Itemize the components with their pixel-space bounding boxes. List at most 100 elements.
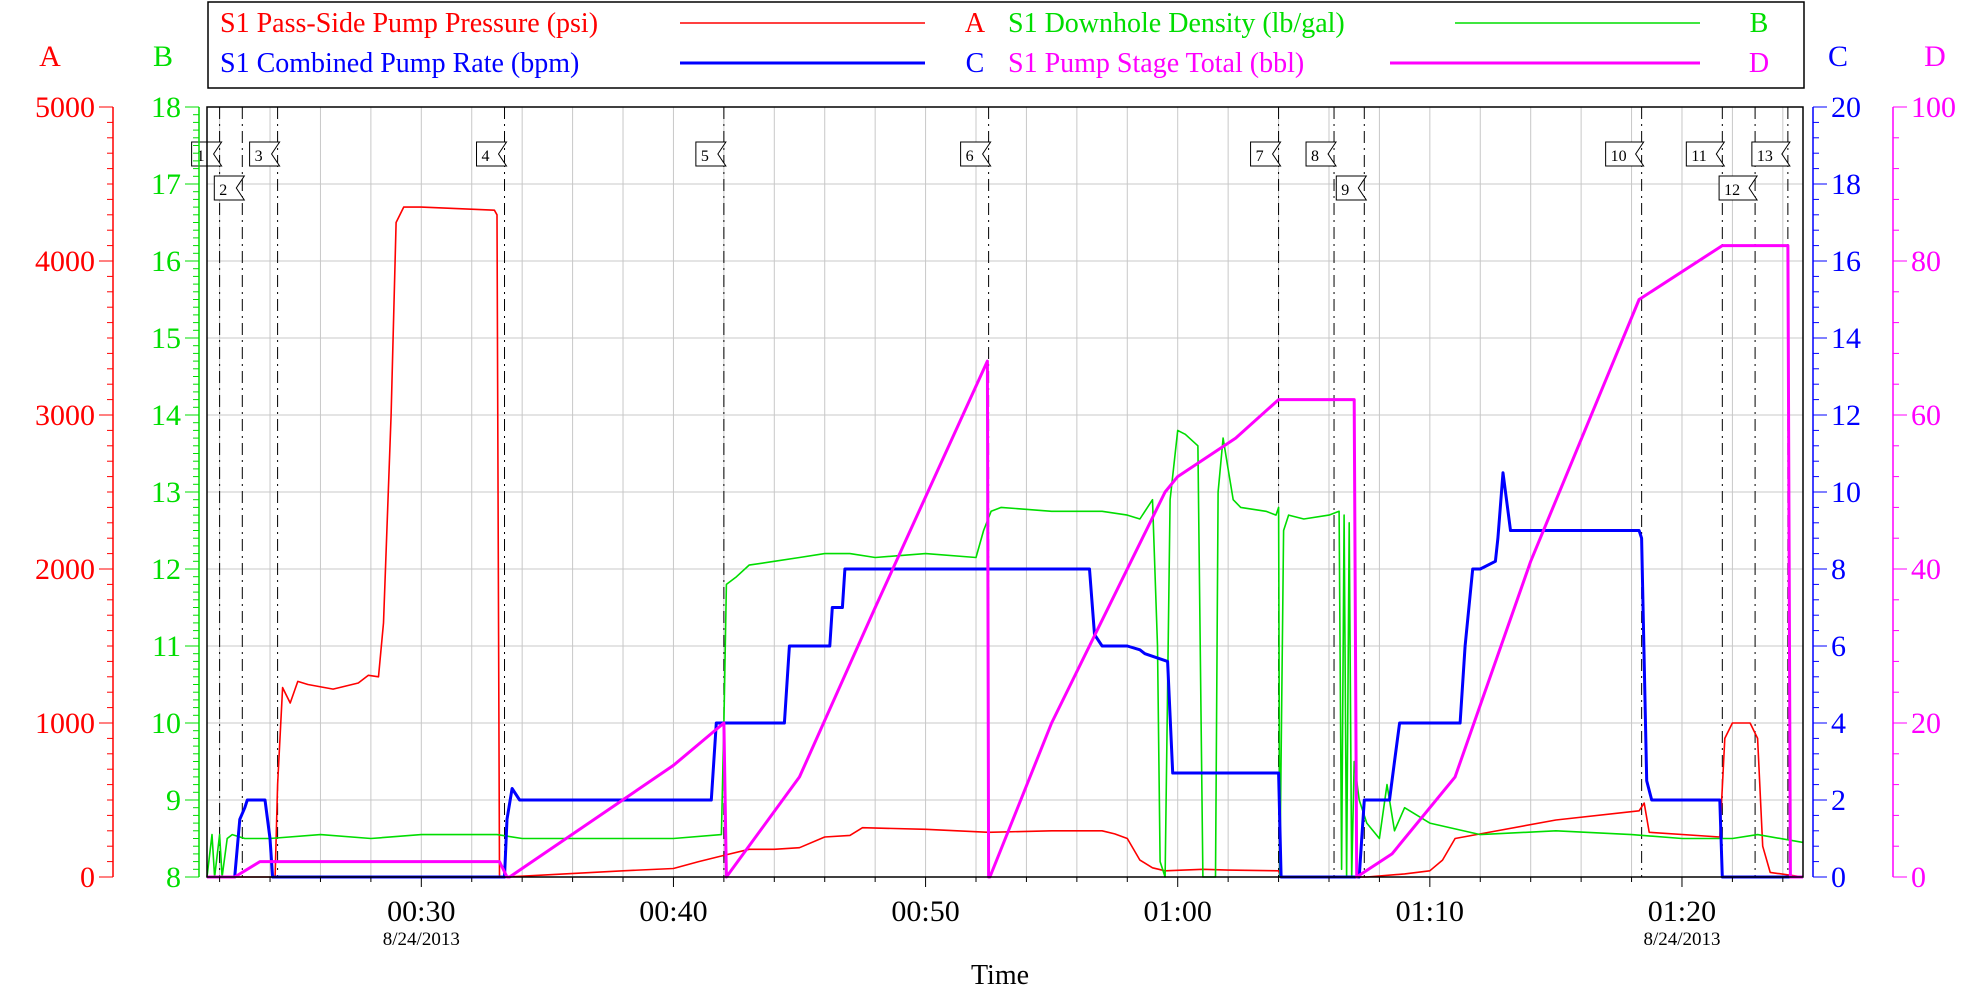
- y-tick-label: 20: [1911, 707, 1941, 740]
- y-tick-label: 12: [1831, 399, 1861, 432]
- event-marker: 2: [213, 107, 246, 877]
- series-line-pressure: [207, 206, 1804, 878]
- event-flag: [1250, 141, 1282, 167]
- y-tick-label: 80: [1911, 245, 1941, 278]
- y-tick-label: 17: [151, 168, 181, 201]
- event-label: 2: [219, 182, 227, 199]
- legend-entry: S1 Pass-Side Pump Pressure (psi) A: [220, 8, 986, 39]
- event-label: 6: [966, 148, 974, 165]
- event-marker: 7: [1250, 107, 1282, 877]
- x-tick-label: 00:40: [639, 895, 707, 928]
- plot-frame: [206, 106, 1804, 878]
- event-label: 1: [197, 148, 205, 165]
- y-tick-label: 40: [1911, 553, 1941, 586]
- y-tick-label: 4000: [35, 245, 95, 278]
- event-marker: 11: [1685, 107, 1726, 877]
- y-tick-label: 0: [1911, 861, 1926, 894]
- series-line-stage-total: [207, 244, 1803, 879]
- event-marker: 10: [1605, 107, 1645, 877]
- event-label: 8: [1311, 148, 1319, 165]
- legend-layer: S1 Pass-Side Pump Pressure (psi) A S1 Down…: [207, 1, 1805, 89]
- legend-axis-letter: D: [1749, 48, 1769, 79]
- y-axis-letter: D: [1924, 40, 1946, 73]
- event-marker: 4: [476, 107, 508, 877]
- legend-axis-letter: B: [1750, 8, 1769, 39]
- event-marker: 8: [1305, 107, 1337, 877]
- x-tick-date: 8/24/2013: [1643, 929, 1720, 950]
- legend-axis-letter: A: [965, 8, 986, 39]
- event-label: 4: [482, 148, 490, 165]
- legend-label: S1 Combined Pump Rate (bpm): [220, 48, 579, 79]
- event-marker: 12: [1718, 107, 1759, 877]
- x-tick-label: 00:50: [891, 895, 959, 928]
- y-tick-label: 0: [1831, 861, 1846, 894]
- event-label: 10: [1611, 148, 1627, 165]
- event-flag: [476, 141, 508, 167]
- event-flag: [1605, 141, 1645, 167]
- y-tick-label: 100: [1911, 91, 1956, 124]
- event-label: 13: [1757, 148, 1773, 165]
- y-tick-label: 9: [166, 784, 181, 817]
- y-axis-a: 0 1000 2000 3000 4000 5000 A: [35, 40, 114, 894]
- y-tick-label: 14: [1831, 322, 1861, 355]
- legend-label: S1 Downhole Density (lb/gal): [1008, 8, 1345, 39]
- y-tick-label: 10: [1831, 476, 1861, 509]
- legend-entry: S1 Downhole Density (lb/gal) B: [1008, 8, 1768, 39]
- x-tick-label: 00:30: [387, 895, 455, 928]
- event-label: 9: [1341, 182, 1349, 199]
- event-label: 5: [701, 148, 709, 165]
- y-tick-label: 3000: [35, 399, 95, 432]
- grid-layer: [207, 106, 1803, 878]
- x-tick-date: 8/24/2013: [383, 929, 460, 950]
- y-tick-label: 14: [151, 399, 181, 432]
- event-flag: [960, 141, 992, 167]
- y-axis-b: 8 9 10 11 12 13 14 15 16 17 18 B: [151, 40, 200, 894]
- x-axis-label: Time: [971, 960, 1029, 989]
- legend-entry: S1 Combined Pump Rate (bpm) C: [220, 48, 984, 79]
- y-tick-label: 18: [151, 91, 181, 124]
- legend-box: [207, 1, 1805, 89]
- event-label: 7: [1256, 148, 1264, 165]
- y-tick-label: 16: [151, 245, 181, 278]
- y-tick-label: 5000: [35, 91, 95, 124]
- event-flag: [1718, 175, 1759, 201]
- y-tick-label: 18: [1831, 168, 1861, 201]
- y-tick-label: 2: [1831, 784, 1846, 817]
- event-flag: [1751, 141, 1791, 167]
- event-flag: [1335, 175, 1368, 201]
- series-line-density: [206, 429, 1804, 878]
- legend-label: S1 Pump Stage Total (bbl): [1008, 48, 1304, 79]
- event-label: 11: [1691, 148, 1706, 165]
- x-tick-label: 01:10: [1396, 895, 1464, 928]
- event-flag: [213, 175, 246, 201]
- y-tick-label: 20: [1831, 91, 1861, 124]
- event-flag: [695, 141, 727, 167]
- y-tick-label: 1000: [35, 707, 95, 740]
- y-tick-label: 12: [151, 553, 181, 586]
- series-layer: [206, 206, 1804, 879]
- event-flag: [1685, 141, 1726, 167]
- y-tick-label: 2000: [35, 553, 95, 586]
- y-tick-label: 16: [1831, 245, 1861, 278]
- y-tick-label: 8: [166, 861, 181, 894]
- event-flag: [249, 141, 281, 167]
- y-tick-label: 10: [151, 707, 181, 740]
- event-marker: 3: [249, 107, 281, 877]
- x-tick-label: 01:20: [1648, 895, 1716, 928]
- y-axis-c: 0 2 4 6 8 10 12 14 16 18 20 C: [1812, 40, 1861, 894]
- series-line-rate: [207, 471, 1803, 879]
- y-tick-label: 13: [151, 476, 181, 509]
- event-flag: [1305, 141, 1337, 167]
- legend-axis-letter: C: [966, 48, 985, 79]
- y-tick-label: 60: [1911, 399, 1941, 432]
- y-tick-label: 0: [80, 861, 95, 894]
- y-axis-d: 0 20 40 60 80 100 D: [1892, 40, 1956, 894]
- y-tick-label: 8: [1831, 553, 1846, 586]
- event-marker: 9: [1335, 107, 1368, 877]
- y-axis-letter: C: [1828, 40, 1848, 73]
- x-tick-label: 01:00: [1144, 895, 1212, 928]
